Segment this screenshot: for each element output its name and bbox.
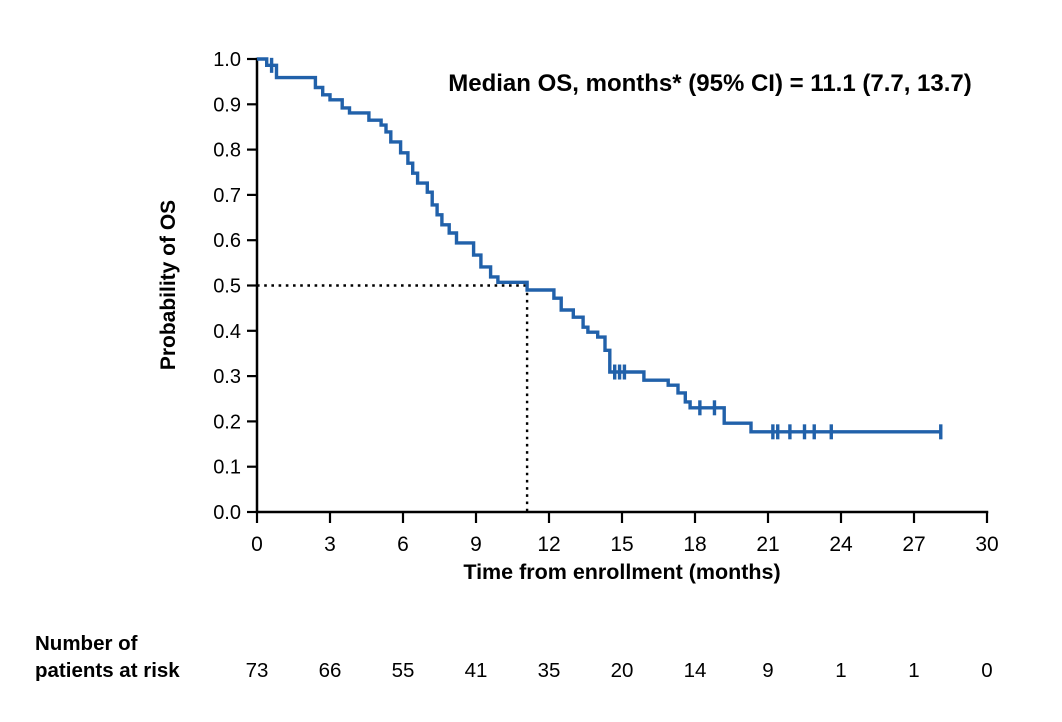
y-tick-label: 0.5 [213, 276, 241, 298]
y-tick-label: 0.1 [213, 457, 241, 479]
y-tick-label: 0.4 [213, 321, 241, 343]
risk-count: 14 [684, 659, 707, 682]
y-tick-label: 1.0 [213, 49, 241, 71]
x-tick-label: 9 [470, 533, 482, 556]
risk-count: 66 [319, 659, 342, 682]
x-tick-label: 12 [537, 533, 560, 556]
x-tick-label: 0 [251, 533, 263, 556]
risk-table-label: Number of patients at risk [35, 630, 180, 684]
y-tick-label: 0.8 [213, 140, 241, 162]
x-tick-label: 24 [829, 533, 853, 556]
x-tick-label: 30 [975, 533, 998, 556]
risk-count: 1 [835, 659, 846, 682]
risk-count: 20 [611, 659, 634, 682]
x-tick-label: 27 [902, 533, 925, 556]
risk-count: 1 [908, 659, 919, 682]
median-os-annotation: Median OS, months* (95% CI) = 11.1 (7.7,… [448, 70, 972, 97]
x-tick-label: 15 [610, 533, 633, 556]
risk-count: 35 [538, 659, 561, 682]
x-axis-title: Time from enrollment (months) [463, 560, 781, 584]
risk-count: 9 [762, 659, 773, 682]
risk-count: 73 [246, 659, 269, 682]
risk-table-label-line1: Number of [35, 632, 138, 655]
x-tick-label: 6 [397, 533, 409, 556]
km-curve [257, 57, 941, 434]
risk-count: 55 [392, 659, 415, 682]
risk-table-label-line2: patients at risk [35, 659, 180, 682]
risk-count: 0 [981, 659, 992, 682]
x-tick-label: 3 [324, 533, 336, 556]
y-axis-title: Probability of OS [157, 199, 180, 371]
x-tick-label: 18 [683, 533, 706, 556]
y-tick-label: 0.6 [213, 230, 241, 252]
risk-count: 41 [465, 659, 488, 682]
y-tick-label: 0.3 [213, 366, 241, 388]
x-tick-label: 21 [756, 533, 779, 556]
y-tick-label: 0.2 [213, 411, 241, 433]
y-tick-label: 0.9 [213, 94, 241, 116]
y-tick-label: 0.0 [213, 502, 241, 524]
y-tick-label: 0.7 [213, 185, 241, 207]
